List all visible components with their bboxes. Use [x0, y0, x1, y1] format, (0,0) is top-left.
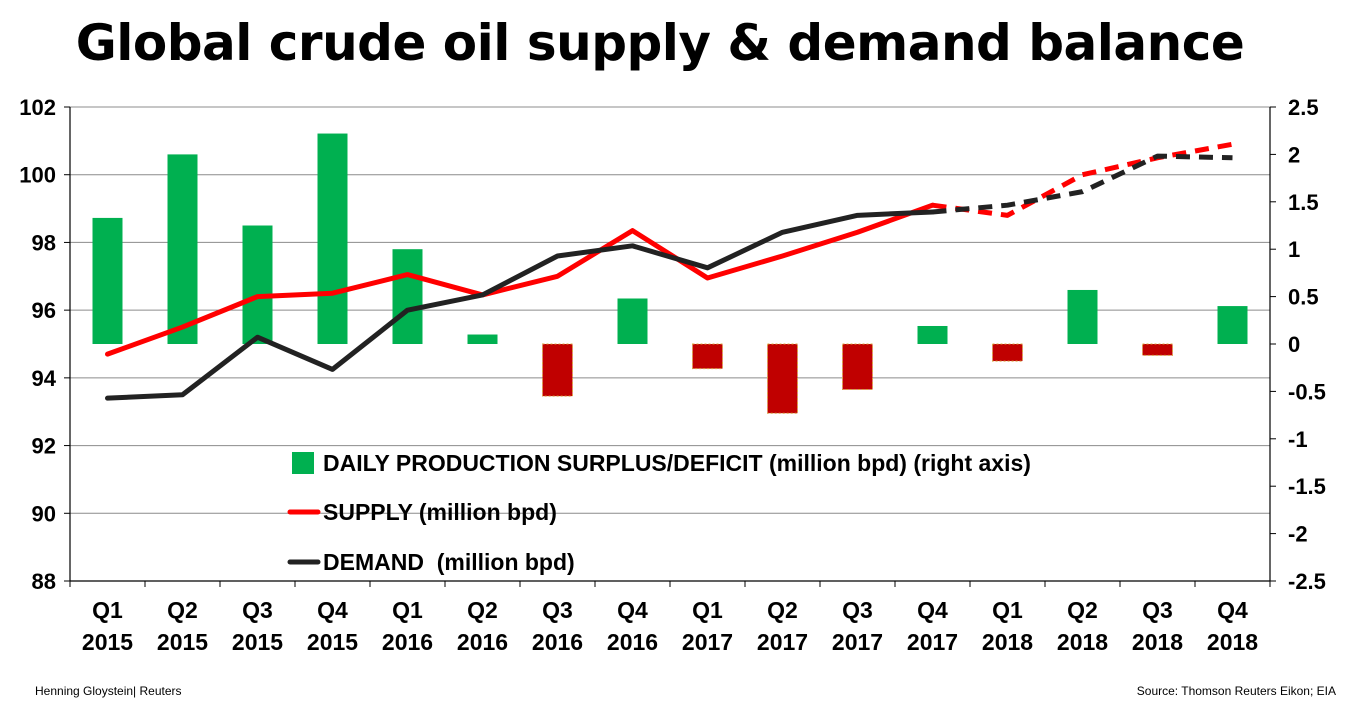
deficit-bar — [1142, 343, 1173, 356]
surplus-bar — [1217, 306, 1248, 344]
series-lines — [105, 141, 1233, 401]
x-tick-label-year: 2017 — [682, 629, 733, 655]
x-tick-label-year: 2016 — [607, 629, 658, 655]
x-tick-label-quarter: Q4 — [317, 597, 348, 623]
supply-forecast-line — [932, 141, 1233, 218]
right-tick-label: -1 — [1288, 427, 1308, 452]
right-tick-label: 0 — [1288, 332, 1300, 357]
axes — [64, 106, 1276, 587]
x-tick-label-quarter: Q4 — [1217, 597, 1248, 623]
x-tick-label-quarter: Q2 — [1067, 597, 1098, 623]
x-tick-label-quarter: Q3 — [242, 597, 273, 623]
x-tick-label-year: 2016 — [532, 629, 583, 655]
surplus-bar — [617, 298, 648, 344]
legend-demand-label: DEMAND (million bpd) — [323, 549, 575, 575]
x-tick-label-year: 2016 — [457, 629, 508, 655]
x-tick-label-year: 2015 — [307, 629, 358, 655]
right-tick-label: 1.5 — [1288, 190, 1319, 215]
x-tick-label-quarter: Q4 — [617, 597, 648, 623]
x-tick-label-year: 2018 — [1207, 629, 1258, 655]
right-tick-label: 2 — [1288, 142, 1300, 167]
surplus-bar — [392, 249, 423, 344]
x-tick-label-quarter: Q1 — [392, 597, 423, 623]
legend-surplus-label: DAILY PRODUCTION SURPLUS/DEFICIT (millio… — [323, 450, 1031, 476]
surplus-bar — [92, 217, 123, 344]
left-tick-label: 92 — [32, 434, 56, 459]
right-tick-label: 1 — [1288, 237, 1300, 262]
demand-line — [105, 209, 935, 401]
left-tick-label: 88 — [32, 569, 56, 594]
surplus-bar — [242, 225, 273, 344]
left-tick-label: 98 — [32, 230, 56, 255]
x-tick-label-quarter: Q1 — [692, 597, 723, 623]
left-axis-ticks: 88 90 92 94 96 98 100 102 — [19, 95, 56, 594]
right-tick-label: 0.5 — [1288, 285, 1319, 310]
x-tick-label-year: 2018 — [1132, 629, 1183, 655]
x-tick-label-quarter: Q2 — [767, 597, 798, 623]
left-tick-label: 90 — [32, 501, 56, 526]
surplus-deficit-bars — [92, 133, 1248, 414]
x-tick-label-year: 2015 — [82, 629, 133, 655]
supply-line — [105, 202, 935, 357]
x-tick-label-year: 2017 — [832, 629, 883, 655]
x-tick-label-quarter: Q1 — [92, 597, 123, 623]
demand-forecast-line — [932, 153, 1233, 215]
x-tick-label-year: 2017 — [757, 629, 808, 655]
x-tick-label-year: 2016 — [382, 629, 433, 655]
deficit-bar — [842, 343, 873, 391]
x-tick-label-quarter: Q2 — [167, 597, 198, 623]
x-tick-label-year: 2015 — [232, 629, 283, 655]
legend: DAILY PRODUCTION SURPLUS/DEFICIT (millio… — [287, 450, 1031, 575]
legend-surplus-swatch — [292, 452, 314, 474]
credit-text: Henning Gloystein| Reuters — [35, 684, 182, 698]
x-tick-label-year: 2018 — [1057, 629, 1108, 655]
x-tick-label-year: 2018 — [982, 629, 1033, 655]
x-tick-label-quarter: Q4 — [917, 597, 948, 623]
surplus-bar — [917, 325, 948, 344]
x-tick-label-quarter: Q3 — [842, 597, 873, 623]
x-axis-ticks: Q1 2015 Q2 2015 Q3 2015 Q4 2015 Q1 2016 Q2 2016 Q3 20… — [82, 597, 1258, 655]
left-tick-label: 100 — [19, 163, 56, 188]
left-tick-label: 96 — [32, 298, 56, 323]
right-tick-label: -1.5 — [1288, 474, 1326, 499]
right-tick-label: -2 — [1288, 522, 1308, 547]
right-axis-ticks: -2.5 -2 -1.5 -1 -0.5 0 0.5 1 1.5 2 2.5 — [1288, 95, 1326, 594]
right-tick-label: 2.5 — [1288, 95, 1319, 120]
left-tick-label: 102 — [19, 95, 56, 120]
x-tick-label-quarter: Q3 — [1142, 597, 1173, 623]
right-tick-label: -2.5 — [1288, 569, 1326, 594]
x-tick-label-quarter: Q2 — [467, 597, 498, 623]
left-tick-label: 94 — [32, 366, 57, 391]
deficit-bar — [767, 343, 798, 414]
right-tick-label: -0.5 — [1288, 379, 1326, 404]
chart-title: Global crude oil supply & demand balance — [75, 14, 1245, 72]
deficit-bar — [992, 343, 1023, 362]
surplus-bar — [317, 133, 348, 344]
surplus-bar — [1067, 289, 1098, 344]
x-tick-label-quarter: Q3 — [542, 597, 573, 623]
x-tick-label-quarter: Q1 — [992, 597, 1023, 623]
deficit-bar — [692, 343, 723, 370]
deficit-bar — [542, 343, 573, 397]
surplus-bar — [467, 334, 498, 344]
x-tick-label-year: 2015 — [157, 629, 208, 655]
surplus-bar — [167, 154, 198, 344]
legend-supply-label: SUPPLY (million bpd) — [323, 499, 557, 525]
x-tick-label-year: 2017 — [907, 629, 958, 655]
source-text: Source: Thomson Reuters Eikon; EIA — [1136, 684, 1336, 698]
